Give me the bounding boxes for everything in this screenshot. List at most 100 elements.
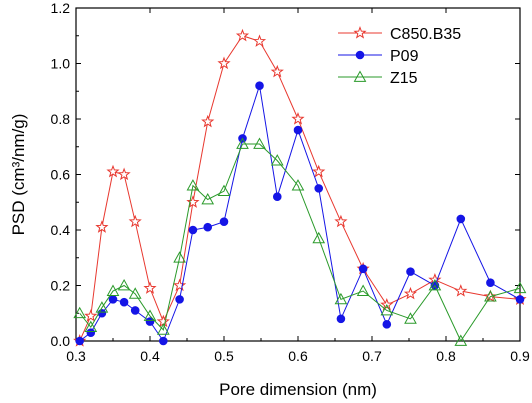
data-point-p09	[456, 214, 466, 224]
legend-label: Z15	[390, 70, 418, 87]
x-tick-label: 0.8	[436, 348, 456, 364]
legend-swatch-marker	[353, 26, 367, 39]
legend-swatch-marker	[355, 50, 365, 60]
x-tick-label: 0.6	[288, 348, 308, 364]
data-point-z15	[270, 154, 284, 166]
data-point-z15	[173, 251, 186, 263]
data-point-z15	[217, 184, 231, 197]
data-point-z15	[334, 292, 348, 305]
data-point-p09	[515, 295, 525, 304]
data-point-c850-b35	[217, 56, 231, 70]
data-point-p09	[203, 222, 213, 232]
data-point-z15	[454, 334, 468, 346]
y-tick-label: 0.4	[51, 222, 71, 238]
legend-label: C850.B35	[390, 26, 461, 43]
series-line-c850-b35	[79, 35, 521, 342]
data-point-z15	[291, 179, 305, 191]
data-point-c850-b35	[186, 195, 200, 208]
data-point-p09	[219, 217, 229, 226]
x-axis-title: Pore dimension (nm)	[219, 380, 377, 399]
data-point-p09	[145, 317, 155, 326]
data-point-z15	[156, 323, 170, 335]
data-point-c850-b35	[403, 286, 418, 300]
x-tick-label: 0.7	[362, 348, 382, 364]
x-tick-label: 0.5	[214, 348, 234, 364]
data-point-p09	[130, 306, 140, 315]
data-point-c850-b35	[312, 164, 326, 178]
data-point-z15	[73, 306, 87, 319]
data-point-p09	[175, 295, 184, 304]
data-point-z15	[106, 284, 120, 296]
data-point-z15	[380, 303, 394, 316]
plot-frame	[75, 7, 521, 342]
data-point-z15	[143, 309, 157, 321]
data-point-c850-b35	[483, 289, 497, 303]
data-point-p09	[336, 314, 346, 324]
data-point-z15	[428, 278, 442, 291]
data-point-p09	[406, 267, 415, 276]
data-point-p09	[382, 320, 392, 329]
data-point-c850-b35	[270, 64, 284, 78]
series-c850-b35	[73, 28, 527, 347]
data-point-p09	[272, 192, 282, 201]
series-line-z15	[79, 143, 521, 343]
data-point-c850-b35	[95, 220, 109, 233]
y-tick-label: 1.0	[51, 56, 71, 72]
legend-item-z15: Z15	[338, 70, 418, 87]
x-tick-label: 0.9	[510, 348, 530, 364]
data-point-p09	[358, 264, 368, 274]
data-point-c850-b35	[106, 164, 120, 178]
data-point-c850-b35	[128, 214, 142, 228]
legend-label: P09	[390, 48, 419, 65]
data-point-z15	[253, 137, 266, 149]
data-point-z15	[84, 320, 98, 333]
y-axis-title: PSD (cm³/nm/g)	[9, 114, 28, 236]
data-point-c850-b35	[201, 114, 215, 128]
data-point-c850-b35	[143, 281, 157, 294]
legend: C850.B35 P09 Z15	[338, 26, 461, 87]
x-tick-label: 0.3	[66, 348, 86, 364]
data-point-c850-b35	[252, 34, 267, 47]
data-point-p09	[119, 297, 129, 307]
data-point-z15	[128, 287, 142, 299]
data-point-z15	[117, 278, 131, 291]
data-point-c850-b35	[334, 214, 348, 228]
data-point-z15	[484, 290, 497, 302]
data-point-z15	[312, 231, 326, 244]
data-point-c850-b35	[291, 112, 305, 125]
x-tick-label: 0.4	[140, 348, 160, 364]
data-point-p09	[159, 336, 168, 346]
legend-item-p09: P09	[338, 48, 419, 65]
legend-swatch-marker	[353, 70, 367, 82]
data-point-p09	[108, 295, 118, 304]
data-point-z15	[95, 301, 109, 313]
data-point-c850-b35	[173, 278, 187, 292]
data-point-p09	[86, 328, 96, 337]
axes: 0.3 0.4 0.5 0.6 0.7 0.8 0.9 0.0 0.2 0.4 0.6 0.8 1.0 1…	[51, 0, 530, 364]
data-point-c850-b35	[454, 284, 468, 297]
y-tick-label: 1.2	[51, 0, 71, 16]
data-point-p09	[293, 125, 303, 135]
data-point-p09	[255, 81, 264, 90]
y-tick-label: 0.2	[51, 278, 71, 294]
data-point-p09	[75, 336, 84, 346]
data-point-c850-b35	[117, 167, 131, 181]
data-point-z15	[236, 137, 249, 149]
data-point-z15	[513, 281, 527, 294]
data-point-z15	[186, 179, 200, 191]
data-point-p09	[188, 225, 198, 235]
legend-item-c850-b35: C850.B35	[338, 26, 461, 43]
data-point-p09	[314, 184, 324, 193]
data-point-p09	[486, 278, 495, 288]
series-layer	[73, 28, 527, 347]
data-point-z15	[404, 312, 417, 324]
y-tick-label: 0.6	[51, 167, 71, 183]
y-tick-label: 0.8	[51, 111, 71, 127]
data-point-z15	[356, 284, 370, 296]
data-point-c850-b35	[235, 28, 250, 42]
data-point-c850-b35	[84, 309, 98, 322]
data-point-z15	[201, 192, 215, 205]
series-z15	[73, 137, 527, 346]
y-tick-label: 0.0	[51, 333, 71, 349]
